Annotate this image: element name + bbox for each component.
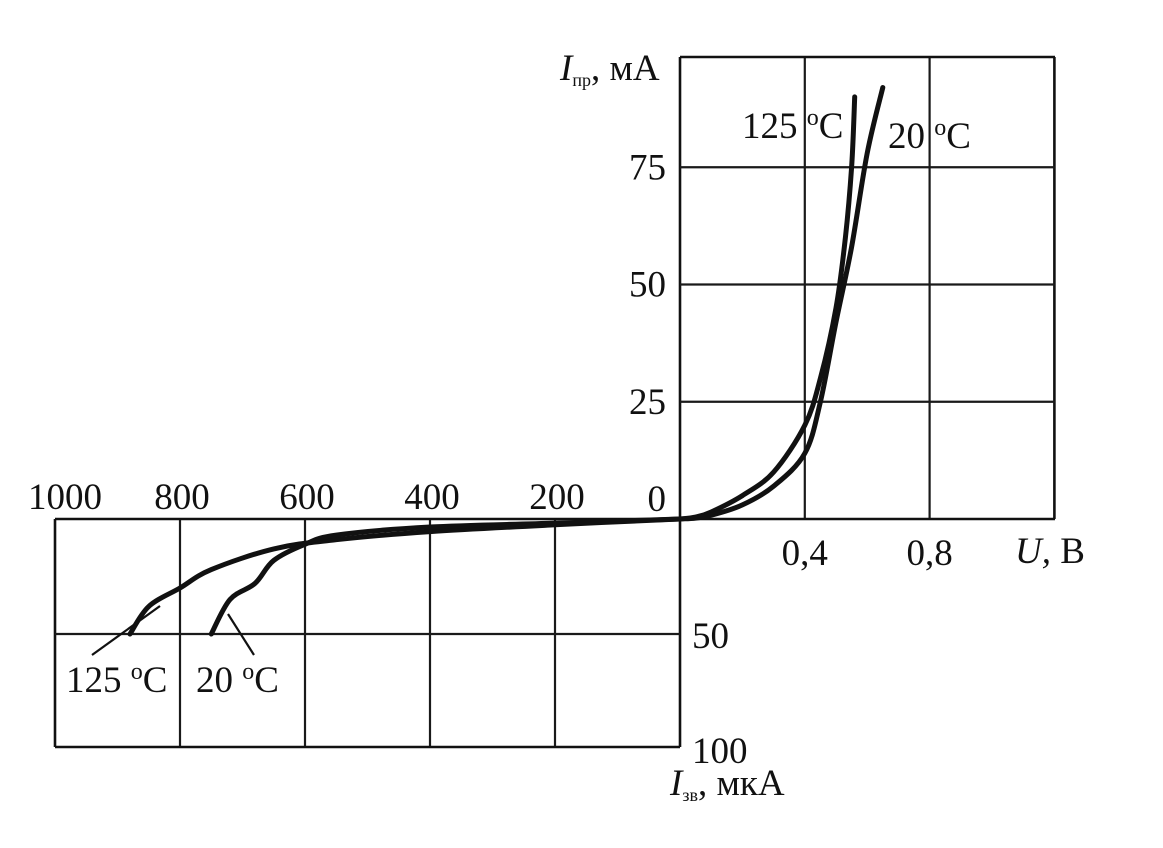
curve-reverse-125c (130, 519, 680, 634)
curves (130, 88, 883, 635)
y-forward-tick-0: 0 (648, 479, 667, 520)
x-reverse-tick-400: 400 (404, 477, 460, 518)
label-forward-125: 125 oC (742, 105, 843, 147)
curve-reverse-20c (211, 519, 680, 634)
label-reverse-20: 20 oC (196, 659, 279, 701)
y-reverse-tick-50: 50 (692, 616, 729, 657)
x-forward-tick-1: 0,8 (906, 533, 952, 574)
y-forward-tick-75: 75 (629, 147, 666, 188)
grid (55, 57, 1055, 747)
x-forward-tick-0: 0,4 (782, 533, 828, 574)
x-reverse-tick-200: 200 (529, 477, 585, 518)
y-reverse-axis-label: Iзв, мкА (669, 763, 785, 805)
x-forward-axis-label: U, В (1015, 531, 1085, 572)
label-forward-20: 20 oC (888, 115, 971, 157)
curve-forward-125c (680, 97, 855, 519)
y-forward-axis-label: Iпр, мА (559, 48, 660, 90)
label-reverse-125: 125 oC (66, 659, 167, 701)
y-forward-tick-25: 25 (629, 382, 666, 423)
x-reverse-tick-800: 800 (154, 477, 210, 518)
leader-reverse-125 (92, 606, 160, 655)
y-forward-tick-50: 50 (629, 265, 666, 306)
x-reverse-tick-600: 600 (279, 477, 335, 518)
x-reverse-tick-1000: 1000 (28, 477, 102, 518)
